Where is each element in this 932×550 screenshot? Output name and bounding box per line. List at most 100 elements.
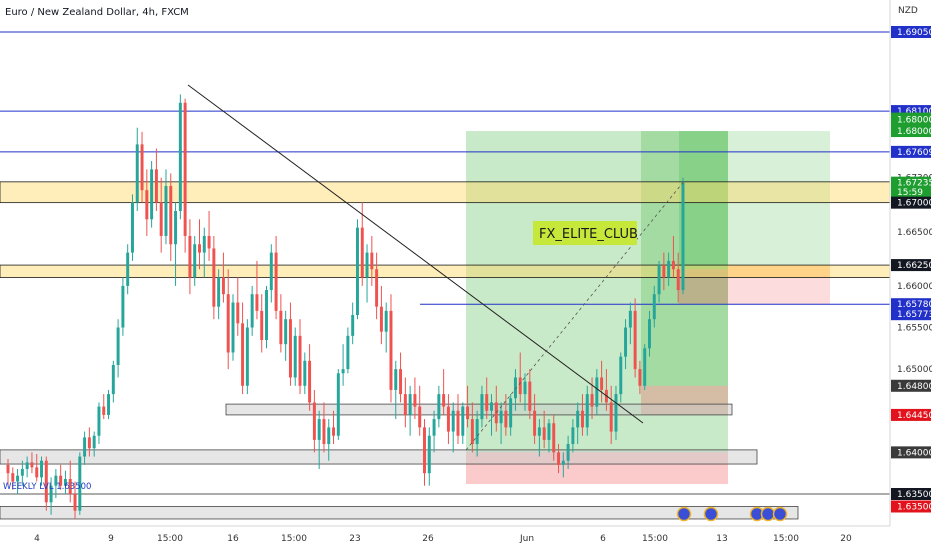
candle <box>236 278 239 336</box>
candle-body <box>524 382 527 394</box>
yellow-zone[interactable] <box>0 182 890 203</box>
candle-body <box>366 253 369 278</box>
price-label[interactable]: 1.66250 <box>891 259 932 271</box>
x-tick-label: 6 <box>600 534 606 544</box>
candle-body <box>457 411 460 436</box>
event-icon[interactable] <box>678 508 691 521</box>
candle-body <box>11 473 14 481</box>
candle <box>289 303 292 386</box>
candle <box>428 427 431 485</box>
candle-body <box>342 369 345 373</box>
candle-body <box>284 319 287 344</box>
candle-body <box>643 348 646 385</box>
event-icon[interactable] <box>762 508 775 521</box>
event-icon-circle <box>774 508 787 521</box>
candle <box>193 236 196 286</box>
candle-body <box>313 402 316 439</box>
x-tick-label: 4 <box>34 534 40 544</box>
sr-box[interactable] <box>0 450 757 464</box>
candle-body <box>452 411 455 432</box>
y-tick-label: 1.66000 <box>897 282 932 292</box>
candle-body <box>30 462 33 467</box>
candle <box>184 99 187 253</box>
candle-body <box>260 311 263 340</box>
candle <box>136 128 139 211</box>
candle-body <box>179 103 182 211</box>
candle-body <box>232 303 235 353</box>
position-extension-stop[interactable] <box>728 278 830 305</box>
candle-body <box>533 411 536 436</box>
candle-body <box>40 461 43 478</box>
price-label-text: 1.69050 <box>897 28 932 38</box>
price-label[interactable]: 1.69050 <box>891 26 932 38</box>
candle-body <box>289 319 292 377</box>
x-tick-label: 26 <box>422 534 434 544</box>
candle-body <box>581 411 584 428</box>
candle <box>437 386 440 428</box>
candle-body <box>327 427 330 444</box>
price-label[interactable]: 15:59 <box>891 186 931 198</box>
candle <box>399 352 402 402</box>
price-label-text: 1.67609 <box>897 148 932 158</box>
candle <box>342 344 345 386</box>
candle-body <box>265 290 268 340</box>
candle <box>227 269 230 369</box>
candle <box>112 361 115 403</box>
candle-body <box>461 407 464 436</box>
x-tick-label: Jun <box>519 534 534 544</box>
candle <box>457 394 460 444</box>
candle-body <box>375 269 378 306</box>
price-label[interactable]: 1.64800 <box>891 380 932 392</box>
price-label-text: 1.63500 <box>897 502 932 512</box>
candle-body <box>361 228 364 278</box>
candle-body <box>299 336 302 386</box>
candle <box>150 161 153 228</box>
candle-body <box>303 361 306 386</box>
price-label[interactable]: 1.63500 <box>891 500 932 512</box>
price-label[interactable]: 1.68000 <box>891 125 932 137</box>
candle-body <box>662 265 665 277</box>
candle-body <box>562 461 565 465</box>
time-axis[interactable]: 4 9 15:00 16 15:00 23 26 Jun 6 15:00 13 15:00 20 <box>0 526 890 544</box>
candle-body <box>117 328 120 365</box>
x-tick-label: 16 <box>227 534 239 544</box>
candle-body <box>423 427 426 473</box>
sr-box[interactable] <box>226 404 732 415</box>
candle-body <box>480 394 483 419</box>
candle-body <box>552 423 555 452</box>
price-label[interactable]: 1.67000 <box>891 197 932 209</box>
chart-title: Euro / New Zealand Dollar, 4h, FXCM <box>5 7 189 18</box>
price-label[interactable]: 1.65773 <box>891 308 932 320</box>
candle <box>169 174 172 261</box>
candle-body <box>476 419 479 444</box>
candle <box>370 236 373 286</box>
event-icon[interactable] <box>705 508 718 521</box>
candle-body <box>519 377 522 394</box>
candle <box>279 294 282 352</box>
candle <box>308 344 311 411</box>
y-tick-label: 1.65500 <box>897 324 932 334</box>
candle-body <box>634 311 637 369</box>
price-axis[interactable]: NZD 1.673001.665001.660001.655001.650001… <box>890 0 932 526</box>
candle-body <box>538 427 541 435</box>
event-icon[interactable] <box>774 508 787 521</box>
candle-body <box>193 244 196 277</box>
candle-body <box>404 394 407 415</box>
watermark-text: FX_ELITE_CLUB <box>539 227 638 242</box>
candle-body <box>97 407 100 436</box>
candle <box>380 286 383 344</box>
candle-body <box>236 303 239 324</box>
candle-body <box>136 144 139 202</box>
price-label[interactable]: 1.64000 <box>891 446 932 458</box>
candle-body <box>126 253 129 286</box>
price-label[interactable]: 1.67609 <box>891 146 932 158</box>
candle-body <box>217 278 220 307</box>
x-tick-label: 15:00 <box>281 534 307 544</box>
candle-body <box>16 476 19 482</box>
price-label[interactable]: 1.64450 <box>891 409 932 421</box>
candle <box>121 278 124 336</box>
candle-body <box>672 261 675 269</box>
price-label[interactable]: 1.68000 <box>891 113 932 125</box>
price-label[interactable]: 1.63500 <box>891 488 932 500</box>
